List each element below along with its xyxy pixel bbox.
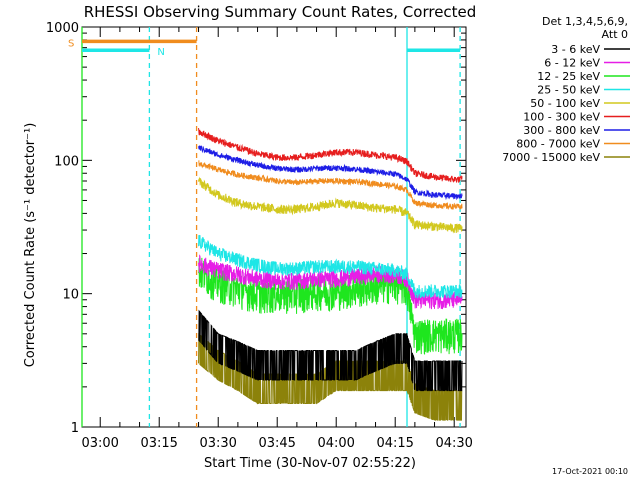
x-tick-label: 03:00 <box>81 436 118 451</box>
x-tick-label: 04:15 <box>376 436 413 451</box>
legend-label: 300 - 800 keV <box>523 124 600 137</box>
series-line <box>198 145 463 201</box>
legend-label: 25 - 50 keV <box>537 84 600 97</box>
x-axis-label: Start Time (30-Nov-07 02:55:22) <box>204 456 416 471</box>
x-tick-label: 04:30 <box>435 436 472 451</box>
footer-timestamp: 17-Oct-2021 00:10 <box>552 467 628 476</box>
legend-label: 7000 - 15000 keV <box>502 151 600 164</box>
flag-label-s: S <box>68 38 74 49</box>
legend-label: 800 - 7000 keV <box>516 138 600 151</box>
series-line <box>198 128 463 183</box>
x-tick-label: 04:00 <box>317 436 354 451</box>
legend-header: Det 1,3,4,5,6,9, <box>542 15 628 28</box>
legend-label: 50 - 100 keV <box>530 97 600 110</box>
y-tick-label: 1 <box>71 421 79 436</box>
x-tick-label: 03:45 <box>258 436 295 451</box>
plot-area: 1 10 100 1000 03:00 03:15 03:30 03:45 04:00 04:15… <box>46 21 473 451</box>
y-axis-label: Corrected Count Rate (s⁻¹ detector⁻¹) <box>23 123 38 368</box>
y-tick-label: 1000 <box>46 21 79 36</box>
x-tick-label: 03:30 <box>199 436 236 451</box>
flag-label-n: N <box>157 47 164 58</box>
legend-label: 100 - 300 keV <box>523 111 600 124</box>
chart-title: RHESSI Observing Summary Count Rates, Co… <box>84 3 477 21</box>
x-tick-label: 03:15 <box>140 436 177 451</box>
legend-label: 6 - 12 keV <box>544 57 600 70</box>
series-line <box>198 234 463 299</box>
series-line <box>198 176 463 234</box>
legend-label: 3 - 6 keV <box>551 43 600 56</box>
series-line <box>198 254 463 310</box>
y-tick-label: 100 <box>54 154 79 169</box>
y-tick-label: 10 <box>62 288 79 303</box>
series-line <box>198 309 463 392</box>
series-line <box>198 159 463 211</box>
legend-label: 12 - 25 keV <box>537 70 600 83</box>
legend-header: Att 0 <box>602 28 628 41</box>
